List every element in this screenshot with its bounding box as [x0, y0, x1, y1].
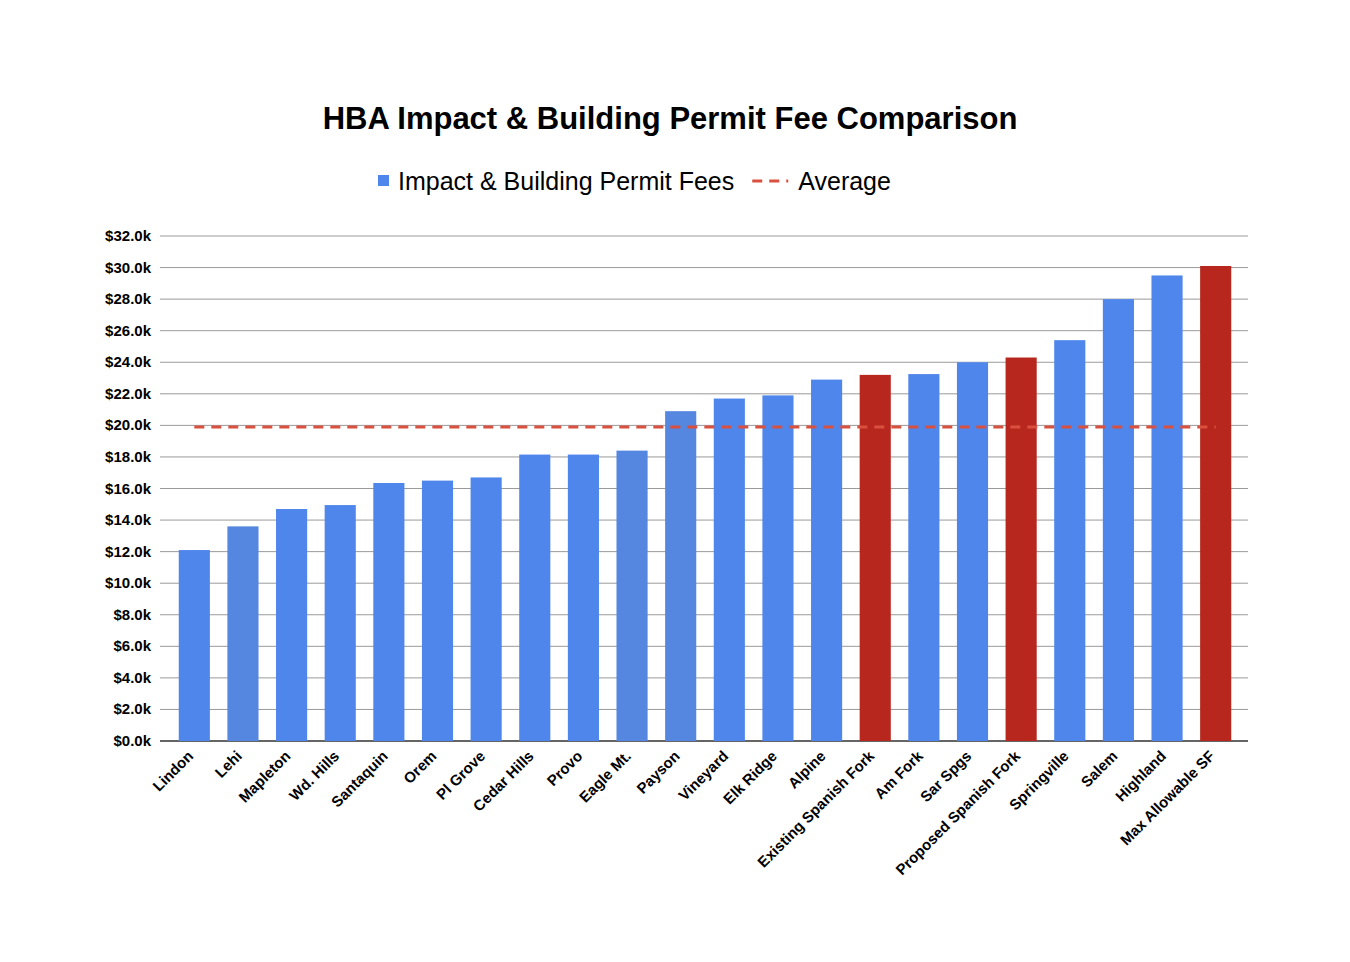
- bar: [665, 411, 696, 741]
- x-tick-label: Lehi: [211, 747, 245, 781]
- grid-line: [160, 299, 1248, 300]
- y-tick-label: $24.0k: [105, 353, 152, 370]
- legend: Impact & Building Permit Fees Average: [378, 167, 891, 195]
- y-tick-label: $16.0k: [105, 480, 152, 497]
- bar: [227, 526, 258, 741]
- bar: [762, 395, 793, 741]
- bar: [1103, 299, 1134, 741]
- bar: [179, 550, 210, 741]
- grid-line: [160, 267, 1248, 268]
- x-tick-label: Cedar Hills: [469, 747, 536, 814]
- grid: [160, 236, 1248, 741]
- bar: [568, 455, 599, 741]
- legend-label: Impact & Building Permit Fees: [398, 167, 734, 195]
- chart: HBA Impact & Building Permit Fee Compari…: [0, 0, 1350, 962]
- y-tick-label: $14.0k: [105, 511, 152, 528]
- x-tick-label: Salem: [1077, 747, 1120, 790]
- bar: [811, 380, 842, 741]
- bar: [471, 477, 502, 741]
- y-tick-label: $28.0k: [105, 290, 152, 307]
- y-tick-label: $0.0k: [113, 732, 151, 749]
- y-tick-label: $4.0k: [113, 669, 151, 686]
- marks: [179, 266, 1231, 741]
- x-tick-label: Santaquin: [328, 747, 391, 810]
- x-tick-label: Provo: [543, 747, 585, 789]
- bar: [1054, 340, 1085, 741]
- background: [0, 0, 1350, 962]
- y-tick-label: $10.0k: [105, 574, 152, 591]
- y-tick-label: $26.0k: [105, 322, 152, 339]
- y-tick-label: $8.0k: [113, 606, 151, 623]
- bar: [373, 483, 404, 741]
- grid-line: [160, 330, 1248, 331]
- x-tick-label: Orem: [400, 747, 440, 787]
- bar: [1006, 358, 1037, 741]
- y-tick-label: $30.0k: [105, 259, 152, 276]
- bar: [957, 362, 988, 741]
- y-tick-label: $6.0k: [113, 637, 151, 654]
- average-line: [194, 425, 1215, 428]
- chart-title: HBA Impact & Building Permit Fee Compari…: [323, 101, 1018, 136]
- x-tick-label: Max Allowable SF: [1117, 747, 1218, 848]
- legend-swatch: [378, 175, 389, 186]
- bar: [860, 375, 891, 741]
- x-tick-label: Lindon: [149, 747, 196, 794]
- bar: [908, 374, 939, 741]
- x-tick-label: Eagle Mt.: [576, 747, 635, 806]
- y-tick-label: $18.0k: [105, 448, 152, 465]
- bar: [1200, 266, 1231, 741]
- x-tick-label: Alpine: [784, 747, 828, 791]
- legend-swatch: [752, 180, 788, 183]
- y-tick-label: $2.0k: [113, 700, 151, 717]
- bar: [519, 455, 550, 741]
- x-tick-label: Proposed Spanish Fork: [892, 747, 1024, 879]
- bar: [325, 505, 356, 741]
- x-tick-label: Mapleton: [235, 747, 294, 806]
- y-tick-label: $12.0k: [105, 543, 152, 560]
- x-tick-label: Elk Ridge: [720, 747, 780, 807]
- x-tick-label: Springville: [1006, 747, 1072, 813]
- bar: [276, 509, 307, 741]
- bar: [422, 481, 453, 741]
- bar: [616, 451, 647, 741]
- bar: [714, 399, 745, 741]
- bar: [1151, 275, 1182, 741]
- x-tick-label: Payson: [633, 747, 683, 797]
- y-tick-label: $20.0k: [105, 416, 152, 433]
- grid-line: [160, 236, 1248, 237]
- x-tick-label: Existing Spanish Fork: [754, 747, 878, 871]
- y-tick-label: $22.0k: [105, 385, 152, 402]
- y-tick-label: $32.0k: [105, 227, 152, 244]
- legend-label: Average: [798, 167, 891, 195]
